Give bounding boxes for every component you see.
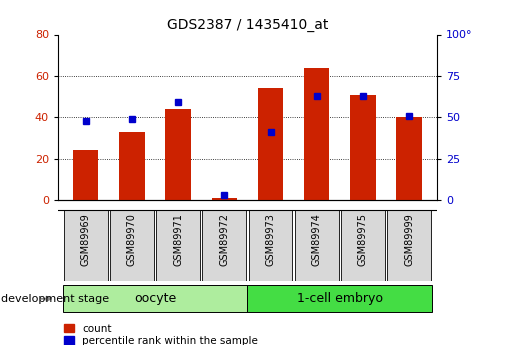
Text: GSM89970: GSM89970	[127, 213, 137, 266]
Text: GSM89975: GSM89975	[358, 213, 368, 266]
Bar	[212, 198, 237, 200]
Bar	[304, 68, 329, 200]
Text: GSM89971: GSM89971	[173, 213, 183, 266]
Bar	[64, 210, 108, 281]
Bar	[73, 150, 98, 200]
Bar	[248, 210, 292, 281]
Text: GSM89972: GSM89972	[219, 213, 229, 266]
Legend: count, percentile rank within the sample: count, percentile rank within the sample	[63, 323, 259, 345]
Bar	[63, 285, 247, 313]
Bar	[295, 210, 339, 281]
Bar	[119, 132, 144, 200]
Text: oocyte: oocyte	[134, 292, 176, 305]
Bar	[258, 88, 283, 200]
Bar	[203, 210, 246, 281]
Bar	[396, 117, 422, 200]
Bar	[110, 210, 154, 281]
Text: GSM89969: GSM89969	[81, 213, 91, 266]
Text: 1-cell embryo: 1-cell embryo	[297, 292, 383, 305]
Text: development stage: development stage	[1, 294, 109, 304]
Bar	[387, 210, 431, 281]
Bar	[166, 109, 191, 200]
Bar	[247, 285, 432, 313]
Bar	[341, 210, 385, 281]
Title: GDS2387 / 1435410_at: GDS2387 / 1435410_at	[167, 18, 328, 32]
Bar	[156, 210, 200, 281]
Text: GSM89973: GSM89973	[266, 213, 276, 266]
Text: GSM89974: GSM89974	[312, 213, 322, 266]
Text: GSM89999: GSM89999	[404, 213, 414, 266]
Bar	[350, 95, 376, 200]
